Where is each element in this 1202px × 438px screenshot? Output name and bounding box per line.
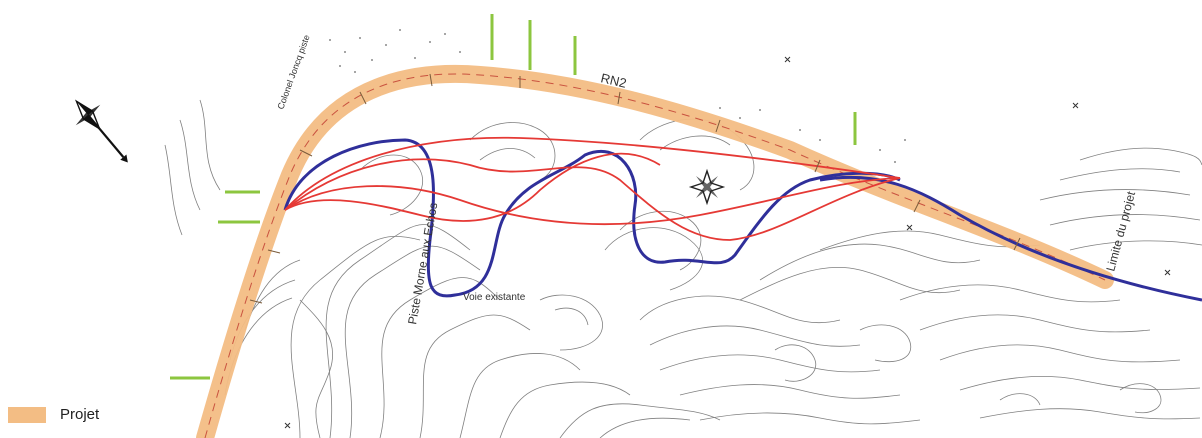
corridor-ticks	[249, 73, 1021, 304]
map-legend: Projet	[8, 406, 99, 423]
legend-swatch-projet	[8, 406, 46, 423]
terrain-contours	[164, 99, 1202, 438]
compass-star-icon	[688, 168, 726, 206]
colonel-piste-label: Colonel Joncq piste	[275, 33, 311, 110]
road-label-rn2: RN2	[599, 70, 628, 90]
voie-existante-label: Voie existante	[463, 292, 526, 303]
piste-route[interactable]	[283, 138, 901, 298]
variant-alignments[interactable]	[284, 136, 901, 241]
compass-rose-icon	[75, 99, 128, 163]
piste-label: Piste Morne aux Echos	[405, 202, 440, 326]
limite-projet-label: Limite du projet	[1103, 189, 1138, 273]
projet-centerline	[204, 73, 1106, 438]
legend-label-projet: Projet	[60, 406, 100, 423]
survey-crosses	[284, 56, 1171, 429]
survey-markers	[170, 14, 857, 380]
